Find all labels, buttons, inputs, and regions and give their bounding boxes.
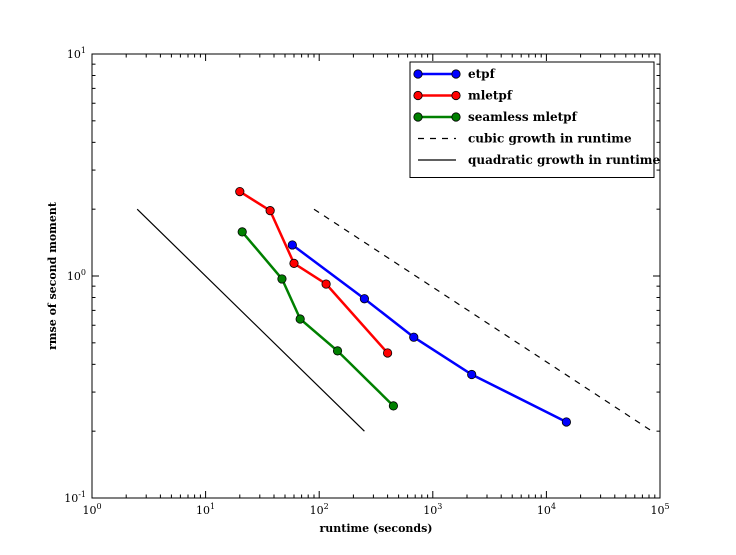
series-line-4 xyxy=(136,208,365,432)
series-2-point xyxy=(388,401,399,411)
x-tick-label: 103 xyxy=(423,502,442,517)
legend-box xyxy=(409,61,655,178)
series-2-point xyxy=(295,314,305,324)
series-layer xyxy=(136,186,653,432)
y-tick-label: 100 xyxy=(67,268,86,283)
y-tick-label: 101 xyxy=(67,46,86,61)
series-0-point xyxy=(287,240,297,250)
x-tick-label: 104 xyxy=(537,502,556,517)
series-2-point xyxy=(277,274,287,284)
x-tick-label: 105 xyxy=(650,502,669,517)
legend-marker xyxy=(413,69,423,79)
legend-label: seamless mletpf xyxy=(468,110,578,124)
legend-marker xyxy=(451,69,461,79)
series-2-point xyxy=(237,227,247,237)
series-line-0 xyxy=(291,243,567,424)
series-line-2 xyxy=(241,231,395,407)
legend: etpf mletpf seamless mletpf cubic growth in… xyxy=(409,61,660,178)
series-1-point xyxy=(289,258,299,268)
series-1-point xyxy=(321,279,331,289)
x-tick-label: 101 xyxy=(196,502,215,517)
series-0-point xyxy=(467,369,477,380)
legend-label: cubic growth in runtime xyxy=(468,132,632,146)
y-axis-label: rmse of second moment xyxy=(46,201,59,350)
series-0-point xyxy=(561,417,572,427)
series-0-point xyxy=(409,332,419,342)
series-2-point xyxy=(332,346,343,356)
series-1-point xyxy=(382,348,393,358)
legend-marker xyxy=(413,112,423,122)
x-axis-label: runtime (seconds) xyxy=(319,522,432,535)
y-tick-label: 10-1 xyxy=(64,490,86,505)
legend-marker xyxy=(451,112,461,122)
legend-label: quadratic growth in runtime xyxy=(468,153,660,167)
series-line-1 xyxy=(239,190,389,354)
legend-marker xyxy=(413,90,423,101)
x-tick-label: 100 xyxy=(82,502,101,517)
legend-label: etpf xyxy=(468,67,496,81)
series-1-point xyxy=(235,186,245,197)
legend-marker xyxy=(451,90,461,101)
series-line-3 xyxy=(313,208,653,432)
series-0-point xyxy=(359,294,370,304)
legend-label: mletpf xyxy=(468,89,513,103)
series-1-point xyxy=(265,206,275,216)
x-tick-label: 102 xyxy=(310,502,329,517)
